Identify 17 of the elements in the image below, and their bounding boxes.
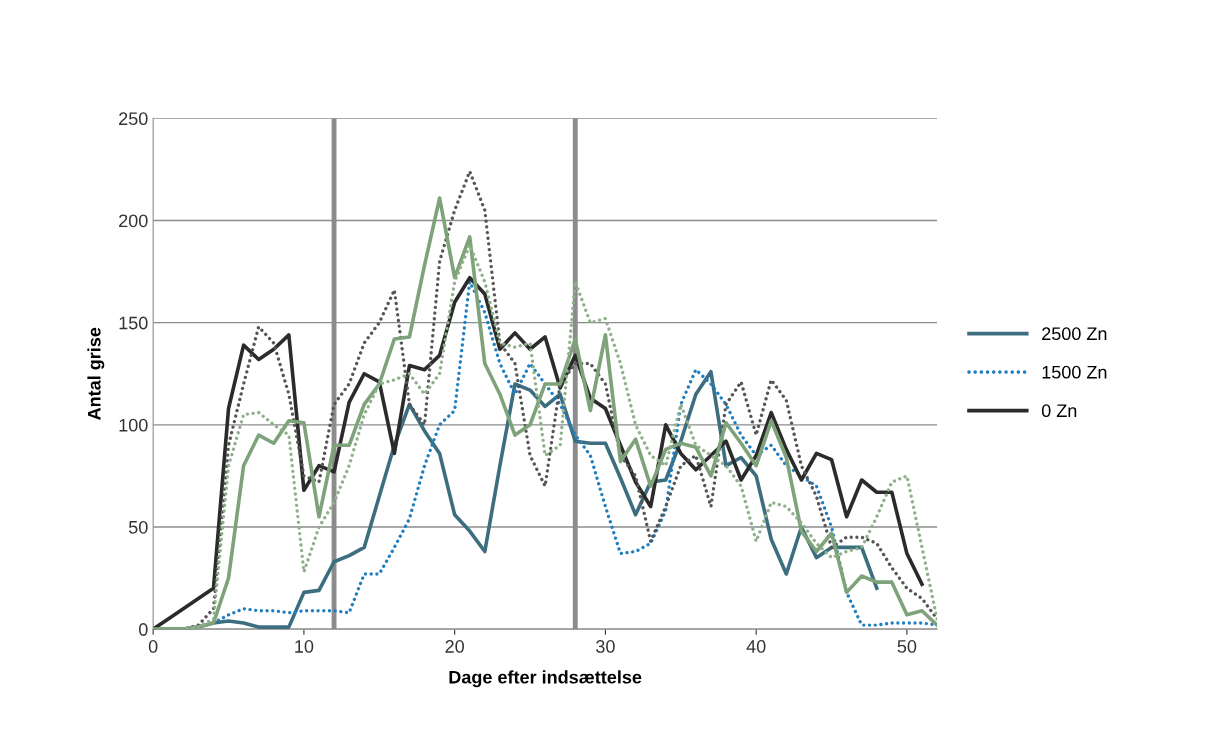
legend-label: 1500 Zn bbox=[1042, 365, 1107, 379]
x-tick-label: 50 bbox=[897, 640, 917, 653]
x-tick-label: 30 bbox=[596, 640, 615, 653]
y-tick-label: 250 bbox=[119, 112, 148, 126]
y-tick-label: 100 bbox=[119, 418, 148, 432]
y-axis-title: Antal grise bbox=[87, 327, 105, 420]
x-tick-label: 10 bbox=[295, 640, 314, 653]
y-tick-label: 200 bbox=[119, 214, 148, 228]
y-tick-label: 50 bbox=[128, 520, 148, 534]
y-tick-label: 0 bbox=[138, 623, 148, 636]
x-tick-label: 40 bbox=[746, 640, 766, 653]
x-axis-title: Dage efter indsættelse bbox=[449, 670, 642, 688]
legend-label: 0 Zn bbox=[1041, 404, 1077, 418]
legend-label: 2500 Zn bbox=[1042, 327, 1107, 341]
x-tick-label: 20 bbox=[445, 640, 464, 653]
y-tick-label: 150 bbox=[119, 316, 148, 330]
x-tick-label: 0 bbox=[148, 640, 158, 653]
